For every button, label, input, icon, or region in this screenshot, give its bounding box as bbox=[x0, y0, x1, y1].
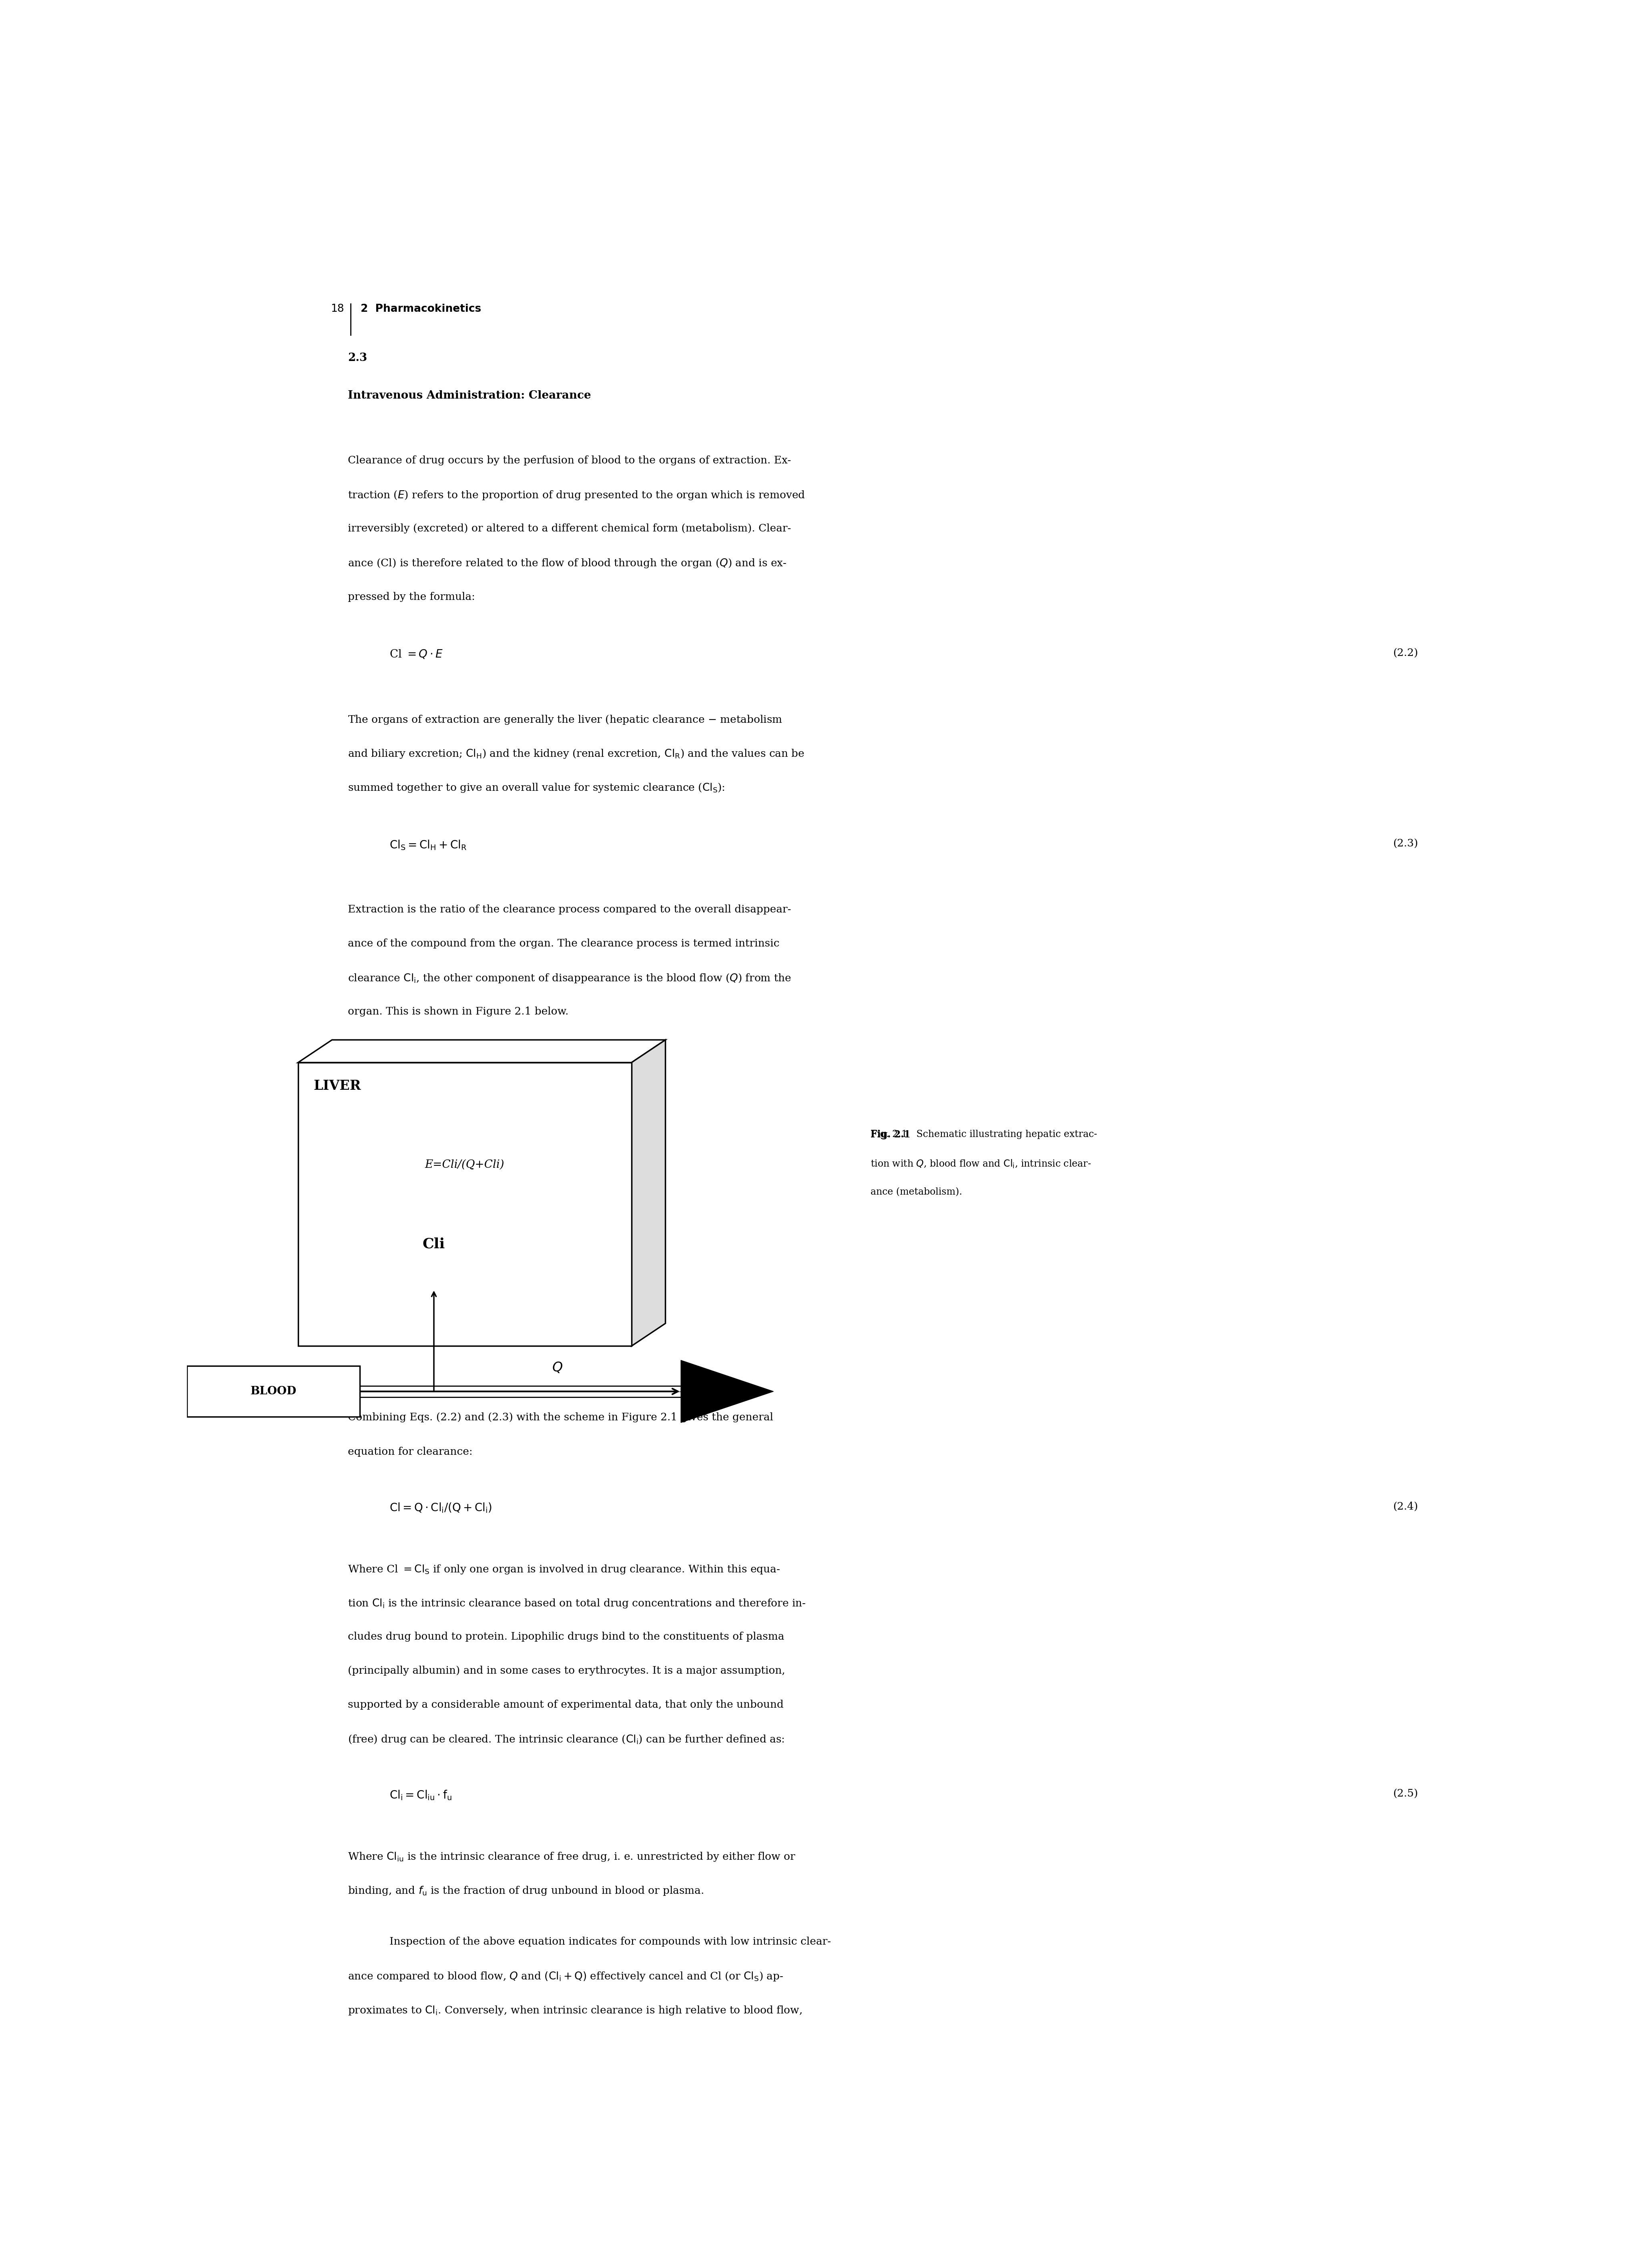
Text: organ. This is shown in Figure 2.1 below.: organ. This is shown in Figure 2.1 below… bbox=[348, 1007, 569, 1016]
Text: Extraction is the ratio of the clearance process compared to the overall disappe: Extraction is the ratio of the clearance… bbox=[348, 905, 791, 914]
Text: $\mathrm{Cl = Q \cdot Cl_i/(Q + Cl_i)}$: $\mathrm{Cl = Q \cdot Cl_i/(Q + Cl_i)}$ bbox=[390, 1501, 492, 1515]
Text: ance (metabolism).: ance (metabolism). bbox=[871, 1188, 962, 1198]
Text: irreversibly (excreted) or altered to a different chemical form (metabolism). Cl: irreversibly (excreted) or altered to a … bbox=[348, 524, 791, 533]
Text: 18: 18 bbox=[331, 304, 344, 313]
Text: cludes drug bound to protein. Lipophilic drugs bind to the constituents of plasm: cludes drug bound to protein. Lipophilic… bbox=[348, 1631, 785, 1642]
Text: LIVER: LIVER bbox=[314, 1080, 361, 1093]
Text: (2.3): (2.3) bbox=[1393, 839, 1419, 848]
Text: Fig. 2.1   Schematic illustrating hepatic extrac-: Fig. 2.1 Schematic illustrating hepatic … bbox=[871, 1129, 1097, 1139]
Polygon shape bbox=[297, 1061, 632, 1345]
Text: and biliary excretion; $\mathrm{Cl_H}$) and the kidney (renal excretion, $\mathr: and biliary excretion; $\mathrm{Cl_H}$) … bbox=[348, 748, 804, 760]
Text: (2.2): (2.2) bbox=[1393, 649, 1419, 658]
Polygon shape bbox=[632, 1039, 666, 1345]
Text: equation for clearance:: equation for clearance: bbox=[348, 1447, 473, 1456]
Text: ance of the compound from the organ. The clearance process is termed intrinsic: ance of the compound from the organ. The… bbox=[348, 939, 780, 948]
Text: pressed by the formula:: pressed by the formula: bbox=[348, 592, 474, 601]
Text: Cl $= Q \cdot E$: Cl $= Q \cdot E$ bbox=[390, 649, 444, 660]
Text: 2.3: 2.3 bbox=[348, 352, 367, 363]
Text: ance (Cl) is therefore related to the flow of blood through the organ ($Q$) and : ance (Cl) is therefore related to the fl… bbox=[348, 558, 786, 569]
Text: traction ($E$) refers to the proportion of drug presented to the organ which is : traction ($E$) refers to the proportion … bbox=[348, 490, 806, 501]
Text: summed together to give an overall value for systemic clearance ($\mathrm{Cl_S}$: summed together to give an overall value… bbox=[348, 782, 725, 794]
Polygon shape bbox=[187, 1365, 359, 1418]
Text: E=Cli/(Q+Cli): E=Cli/(Q+Cli) bbox=[426, 1159, 504, 1170]
Text: supported by a considerable amount of experimental data, that only the unbound: supported by a considerable amount of ex… bbox=[348, 1699, 783, 1710]
Text: (principally albumin) and in some cases to erythrocytes. It is a major assumptio: (principally albumin) and in some cases … bbox=[348, 1665, 785, 1676]
Text: ance compared to blood flow, $Q$ and $(\mathrm{Cl_i + Q})$ effectively cancel an: ance compared to blood flow, $Q$ and $(\… bbox=[348, 1971, 783, 1982]
Text: tion $\mathrm{Cl_i}$ is the intrinsic clearance based on total drug concentratio: tion $\mathrm{Cl_i}$ is the intrinsic cl… bbox=[348, 1597, 806, 1610]
Text: $\mathrm{Cl_i = Cl_{iu} \cdot f_u}$: $\mathrm{Cl_i = Cl_{iu} \cdot f_u}$ bbox=[390, 1789, 452, 1801]
Text: The organs of extraction are generally the liver (hepatic clearance $-$ metaboli: The organs of extraction are generally t… bbox=[348, 714, 783, 726]
Text: $\mathrm{Cl_S = Cl_H + Cl_R}$: $\mathrm{Cl_S = Cl_H + Cl_R}$ bbox=[390, 839, 466, 850]
Text: Where Cl $= \mathrm{Cl_S}$ if only one organ is involved in drug clearance. With: Where Cl $= \mathrm{Cl_S}$ if only one o… bbox=[348, 1563, 780, 1576]
Polygon shape bbox=[297, 1039, 666, 1061]
Text: BLOOD: BLOOD bbox=[250, 1386, 296, 1397]
Text: Inspection of the above equation indicates for compounds with low intrinsic clea: Inspection of the above equation indicat… bbox=[390, 1937, 830, 1946]
Text: Intravenous Administration: Clearance: Intravenous Administration: Clearance bbox=[348, 390, 592, 401]
Text: Fig. 2.1: Fig. 2.1 bbox=[871, 1129, 910, 1139]
Text: Clearance of drug occurs by the perfusion of blood to the organs of extraction. : Clearance of drug occurs by the perfusio… bbox=[348, 456, 791, 465]
Text: 2  Pharmacokinetics: 2 Pharmacokinetics bbox=[361, 304, 481, 313]
Text: proximates to $\mathrm{Cl_i}$. Conversely, when intrinsic clearance is high rela: proximates to $\mathrm{Cl_i}$. Conversel… bbox=[348, 2005, 803, 2016]
Text: (2.5): (2.5) bbox=[1393, 1789, 1419, 1799]
Text: $Q$: $Q$ bbox=[552, 1361, 562, 1374]
Polygon shape bbox=[681, 1361, 774, 1422]
Text: clearance $\mathrm{Cl_i}$, the other component of disappearance is the blood flo: clearance $\mathrm{Cl_i}$, the other com… bbox=[348, 973, 791, 984]
Text: Where $\mathrm{Cl_{iu}}$ is the intrinsic clearance of free drug, i. e. unrestri: Where $\mathrm{Cl_{iu}}$ is the intrinsi… bbox=[348, 1851, 796, 1862]
Text: (free) drug can be cleared. The intrinsic clearance ($\mathrm{Cl_i}$) can be fur: (free) drug can be cleared. The intrinsi… bbox=[348, 1733, 785, 1746]
Text: Cli: Cli bbox=[423, 1238, 445, 1250]
Text: Combining Eqs. (2.2) and (2.3) with the scheme in Figure 2.1 gives the general: Combining Eqs. (2.2) and (2.3) with the … bbox=[348, 1413, 774, 1422]
Text: (2.4): (2.4) bbox=[1393, 1501, 1419, 1510]
Text: tion with $Q$, blood flow and $\mathrm{Cl_i}$, intrinsic clear-: tion with $Q$, blood flow and $\mathrm{C… bbox=[871, 1159, 1090, 1170]
Text: binding, and $f_\mathrm{u}$ is the fraction of drug unbound in blood or plasma.: binding, and $f_\mathrm{u}$ is the fract… bbox=[348, 1885, 704, 1896]
